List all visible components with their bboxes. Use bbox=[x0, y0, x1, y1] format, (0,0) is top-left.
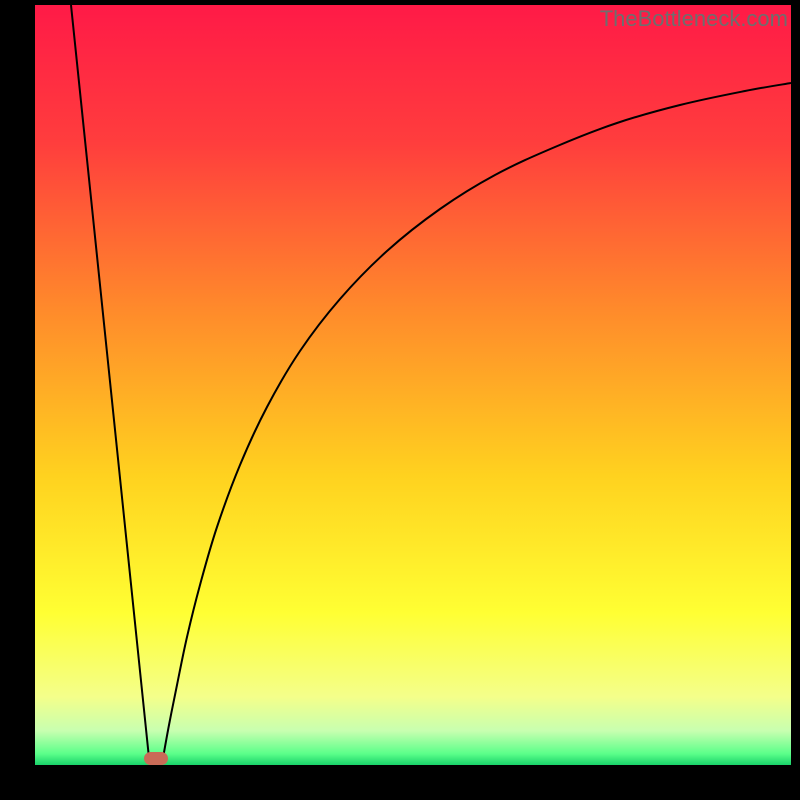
watermark-text: TheBottleneck.com bbox=[600, 6, 788, 32]
plot-area bbox=[35, 5, 791, 765]
gradient-background bbox=[35, 5, 791, 765]
optimum-marker bbox=[144, 752, 168, 765]
